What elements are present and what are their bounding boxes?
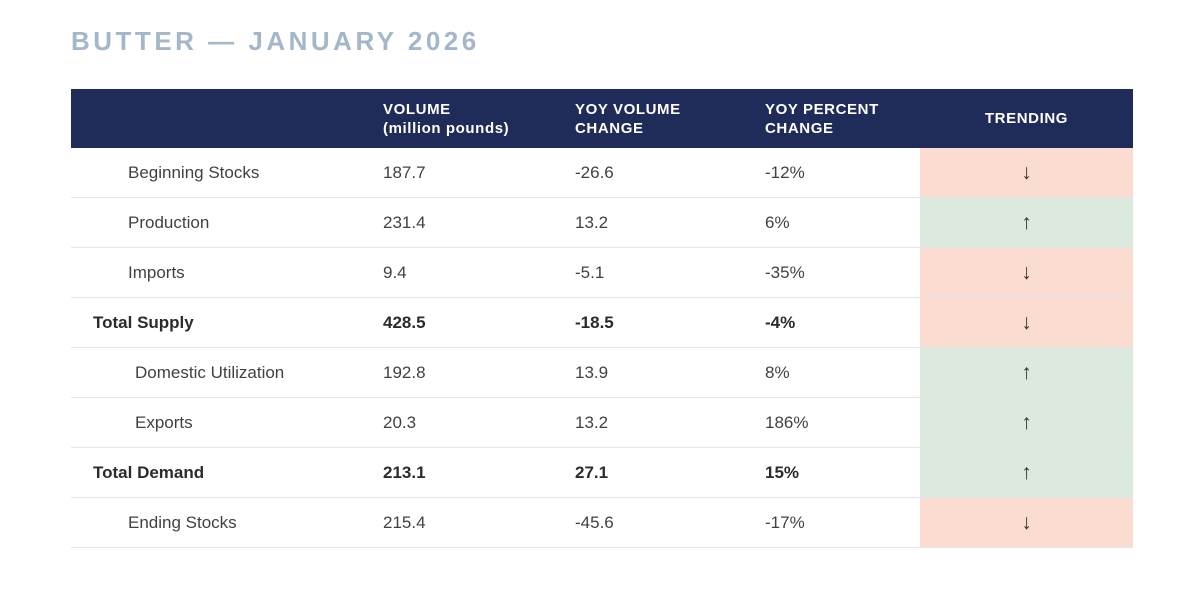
header-trending: TRENDING xyxy=(984,110,1069,127)
row-label: Domestic Utilization xyxy=(135,362,285,382)
table-row: Total Supply 428.5 -18.5 -4% ↓ xyxy=(71,298,1133,348)
yoy-percent-change-value: -35% xyxy=(765,262,805,282)
yoy-percent-change-value: -17% xyxy=(765,512,805,532)
yoy-volume-change-value: 13.2 xyxy=(575,212,609,232)
page-title: BUTTER — JANUARY 2026 xyxy=(71,26,480,56)
row-label: Exports xyxy=(135,412,193,432)
table-row: Beginning Stocks 187.7 -26.6 -12% ↓ xyxy=(71,148,1133,198)
header-volume: VOLUME (million pounds) xyxy=(383,100,510,137)
trending-cell: ↑ xyxy=(920,398,1133,447)
yoy-percent-change-value: -12% xyxy=(765,162,805,182)
trend-up-icon: ↑ xyxy=(1021,460,1032,484)
table-row: Imports 9.4 -5.1 -35% ↓ xyxy=(71,248,1133,298)
volume-value: 187.7 xyxy=(383,162,426,182)
trending-cell: ↓ xyxy=(920,498,1133,547)
yoy-volume-change-value: -18.5 xyxy=(575,312,614,332)
volume-value: 20.3 xyxy=(383,412,417,432)
yoy-volume-change-value: -45.6 xyxy=(575,512,614,532)
volume-value: 428.5 xyxy=(383,312,426,332)
row-label: Total Supply xyxy=(93,312,194,332)
yoy-percent-change-value: 8% xyxy=(765,362,790,382)
report-page: BUTTER — JANUARY 2026 VOLUME (million po… xyxy=(71,26,1133,548)
volume-value: 215.4 xyxy=(383,512,426,532)
table-body: Beginning Stocks 187.7 -26.6 -12% ↓ Productio… xyxy=(71,148,1133,548)
volume-value: 192.8 xyxy=(383,362,426,382)
table-header-row: VOLUME (million pounds) YOY VOLUME CHANG… xyxy=(71,89,1133,148)
volume-value: 9.4 xyxy=(383,262,407,282)
trend-down-icon: ↓ xyxy=(1021,160,1032,184)
yoy-volume-change-value: -26.6 xyxy=(575,162,614,182)
yoy-percent-change-value: -4% xyxy=(765,312,796,332)
volume-value: 213.1 xyxy=(383,462,426,482)
trend-down-icon: ↓ xyxy=(1021,310,1032,334)
trending-cell: ↑ xyxy=(920,198,1133,247)
trending-cell: ↓ xyxy=(920,148,1133,197)
yoy-volume-change-value: -5.1 xyxy=(575,262,605,282)
yoy-volume-change-value: 13.9 xyxy=(575,362,609,382)
header-yoy-volume-change: YOY VOLUME CHANGE xyxy=(575,100,681,137)
row-label: Ending Stocks xyxy=(128,512,237,532)
table-row: Ending Stocks 215.4 -45.6 -17% ↓ xyxy=(71,498,1133,548)
header-yoy-percent-change: YOY PERCENT CHANGE xyxy=(765,100,879,137)
trend-up-icon: ↑ xyxy=(1021,210,1032,234)
yoy-percent-change-value: 15% xyxy=(765,462,800,482)
row-label: Imports xyxy=(128,262,185,282)
trend-up-icon: ↑ xyxy=(1021,360,1032,384)
trending-cell: ↓ xyxy=(920,248,1133,297)
trending-cell: ↑ xyxy=(920,448,1133,497)
trend-down-icon: ↓ xyxy=(1021,260,1032,284)
row-label: Beginning Stocks xyxy=(128,162,260,182)
trending-cell: ↑ xyxy=(920,348,1133,397)
row-label: Production xyxy=(128,212,210,232)
butter-data-table: VOLUME (million pounds) YOY VOLUME CHANG… xyxy=(71,89,1133,548)
row-label: Total Demand xyxy=(93,462,205,482)
trend-up-icon: ↑ xyxy=(1021,410,1032,434)
volume-value: 231.4 xyxy=(383,212,426,232)
trending-cell: ↓ xyxy=(920,298,1133,347)
trend-down-icon: ↓ xyxy=(1021,510,1032,534)
table-row: Production 231.4 13.2 6% ↑ xyxy=(71,198,1133,248)
yoy-percent-change-value: 6% xyxy=(765,212,790,232)
yoy-volume-change-value: 27.1 xyxy=(575,462,609,482)
yoy-percent-change-value: 186% xyxy=(765,412,809,432)
yoy-volume-change-value: 13.2 xyxy=(575,412,609,432)
table-row: Exports 20.3 13.2 186% ↑ xyxy=(71,398,1133,448)
table-row: Total Demand 213.1 27.1 15% ↑ xyxy=(71,448,1133,498)
table-row: Domestic Utilization 192.8 13.9 8% ↑ xyxy=(71,348,1133,398)
